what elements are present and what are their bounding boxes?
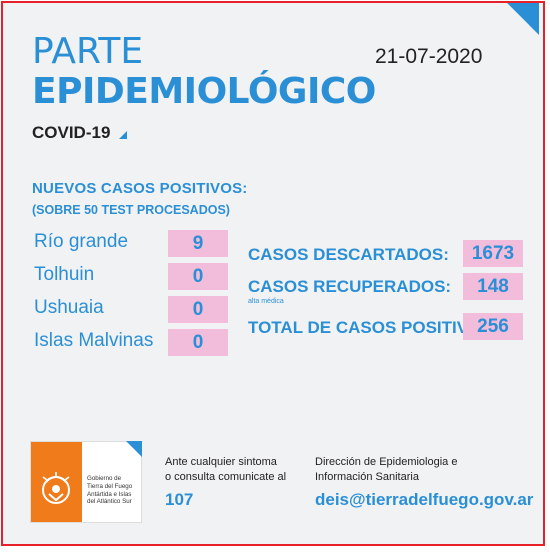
- recuperados-label: CASOS RECUPERADOS:: [248, 277, 452, 296]
- region-value-islas-malvinas: 0: [168, 329, 228, 356]
- region-label-islas-malvinas: Islas Malvinas: [34, 330, 154, 351]
- positivos-value: 256: [463, 313, 523, 340]
- corner-notch-decoration: [507, 3, 529, 25]
- government-logo: Gobierno de Tierra del Fuego Antártida e…: [30, 441, 142, 523]
- logo-emblem: [31, 442, 82, 522]
- region-value-ushuaia: 0: [168, 296, 228, 323]
- phone-number[interactable]: 107: [165, 490, 194, 509]
- descartados-value: 1673: [463, 240, 523, 267]
- dir-line1: Dirección de Epidemiologia e: [315, 456, 458, 468]
- positivos-label: TOTAL DE CASOS POSITIVOS: [248, 318, 493, 337]
- nuevos-heading: NUEVOS CASOS POSITIVOS:: [32, 180, 248, 197]
- nuevos-subheading: (SOBRE 50 TEST PROCESADOS): [32, 203, 230, 217]
- contact-line2: o consulta comunicate al: [165, 471, 287, 483]
- region-label-rio-grande: Río grande: [34, 231, 129, 252]
- subtitle-covid: COVID-19: [32, 123, 111, 142]
- recuperados-note: alta médica: [248, 298, 284, 305]
- report-frame: PARTE EPIDEMIOLÓGICO 21-07-2020 COVID-19…: [1, 1, 545, 546]
- dir-line2: Información Sanitaria: [315, 471, 419, 483]
- logo-line1: Gobierno de: [87, 475, 122, 482]
- logo-caption: Gobierno de Tierra del Fuego Antártida e…: [87, 475, 132, 506]
- direction-text: Dirección de Epidemiologia e Información…: [315, 455, 457, 485]
- region-label-tolhuin: Tolhuin: [34, 264, 95, 285]
- logo-line2: Tierra del Fuego: [87, 482, 133, 490]
- contact-line1: Ante cualquier sintoma: [165, 456, 277, 468]
- logo-line3: Antártida e Islas: [87, 490, 132, 498]
- logo-line4: del Atlántico Sur: [87, 498, 132, 506]
- region-value-rio-grande: 9: [168, 230, 228, 257]
- report-date: 21-07-2020: [375, 45, 483, 68]
- contact-text: Ante cualquier sintoma o consulta comuni…: [165, 455, 286, 485]
- region-label-ushuaia: Ushuaia: [34, 297, 104, 318]
- title-line1: PARTE: [32, 31, 144, 72]
- email-link[interactable]: deis@tierradelfuego.gov.ar: [315, 490, 534, 509]
- title-line2: EPIDEMIOLÓGICO: [32, 71, 376, 112]
- shield-emblem-icon: [42, 472, 70, 504]
- triangle-icon: [119, 131, 127, 139]
- descartados-label: CASOS DESCARTADOS:: [248, 245, 449, 264]
- recuperados-value: 148: [463, 273, 523, 300]
- region-value-tolhuin: 0: [168, 263, 228, 290]
- logo-corner-fold: [126, 441, 142, 457]
